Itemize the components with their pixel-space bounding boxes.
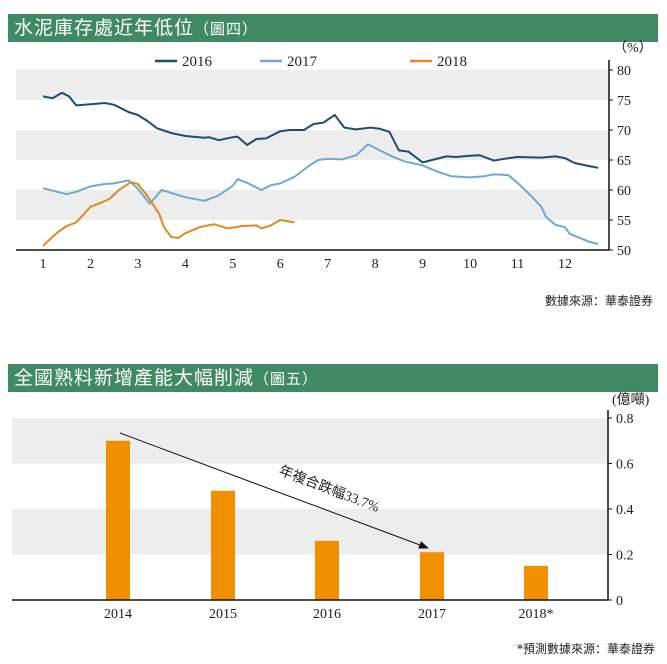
grid-band xyxy=(16,130,609,160)
grid-band xyxy=(16,190,609,220)
x-tick-label: 2016 xyxy=(313,607,341,622)
y-tick-label: 50 xyxy=(617,244,631,259)
inventory-chart-title: 水泥庫存處近年低位 xyxy=(14,17,195,39)
legend-label-2016: 2016 xyxy=(182,54,213,70)
y-tick-label: 80 xyxy=(617,64,631,79)
bar-2018* xyxy=(524,565,548,600)
series-line-2017 xyxy=(42,143,599,245)
x-tick-label: 2017 xyxy=(418,607,446,622)
x-tick-label: 5 xyxy=(229,257,236,272)
y-unit-label: （%） xyxy=(613,40,653,56)
bar-2016 xyxy=(315,540,339,600)
capacity-figure-label: （圖五） xyxy=(254,370,319,388)
capacity-chart-title: 全國熟料新增產能大幅削減 xyxy=(14,367,255,389)
y-tick-label: 0.8 xyxy=(616,412,634,427)
capacity-bar-chart: 2014 2015 2016 2017 2018* 0 0.2 0.4 0.6 0.8 (億噸) 年複… xyxy=(12,392,650,622)
grid-band xyxy=(12,509,608,555)
decline-annotation: 年複合跌幅33.7% xyxy=(277,462,383,516)
bar-2014 xyxy=(106,440,130,600)
grid-band xyxy=(16,70,609,100)
x-tick-label: 10 xyxy=(463,257,477,272)
x-tick-label: 2 xyxy=(87,257,94,272)
y-tick-label: 0.6 xyxy=(616,458,634,473)
inventory-figure-label: （圖四） xyxy=(194,20,259,38)
series-line-2018 xyxy=(42,181,295,247)
x-tick-label: 2015 xyxy=(209,607,237,622)
x-tick-label: 7 xyxy=(324,257,331,272)
legend-label-2018: 2018 xyxy=(437,54,467,70)
y-tick-label: 65 xyxy=(617,154,631,169)
y-tick-label: 70 xyxy=(617,124,631,139)
x-tick-label: 12 xyxy=(558,257,572,272)
grid-band xyxy=(12,418,608,464)
x-tick-label: 3 xyxy=(134,257,141,272)
y-unit-label: (億噸) xyxy=(612,392,650,408)
x-tick-label: 6 xyxy=(277,257,284,272)
y-tick-label: 60 xyxy=(617,184,631,199)
capacity-source-note: *預測數據來源：華泰證券 xyxy=(516,642,655,656)
y-tick-label: 0.4 xyxy=(616,503,634,518)
x-tick-label: 2014 xyxy=(104,607,132,622)
bar-2017 xyxy=(420,552,444,600)
inventory-chart-title-bar: 水泥庫存處近年低位（圖四） xyxy=(8,14,658,42)
legend-label-2017: 2017 xyxy=(287,54,318,70)
y-tick-label: 0.2 xyxy=(616,549,634,564)
x-tick-label: 1 xyxy=(40,257,47,272)
x-tick-label: 9 xyxy=(419,257,426,272)
series-line-2016 xyxy=(42,91,599,169)
y-tick-label: 0 xyxy=(616,594,623,609)
x-tick-label: 4 xyxy=(182,257,189,272)
x-tick-label: 11 xyxy=(511,257,524,272)
inventory-source-note: 數據來源：華泰證券 xyxy=(544,294,653,308)
y-tick-label: 75 xyxy=(617,94,631,109)
capacity-chart-title-bar: 全國熟料新增產能大幅削減（圖五） xyxy=(8,364,658,392)
decline-arrow xyxy=(119,432,429,549)
y-tick-label: 55 xyxy=(617,214,631,229)
x-tick-label: 8 xyxy=(372,257,379,272)
x-tick-label: 2018* xyxy=(519,607,554,622)
bar-2015 xyxy=(211,490,235,600)
